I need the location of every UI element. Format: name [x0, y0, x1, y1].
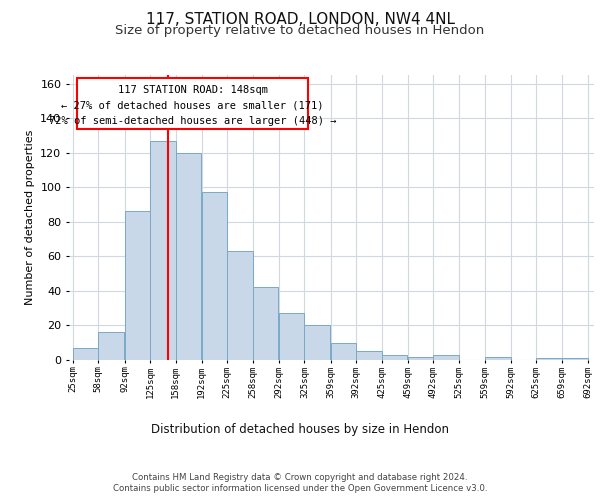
Bar: [202, 192, 227, 360]
Bar: [125, 212, 150, 360]
FancyBboxPatch shape: [77, 78, 308, 128]
Bar: [331, 342, 356, 360]
Bar: [304, 326, 330, 360]
Bar: [150, 140, 176, 360]
Bar: [485, 356, 511, 360]
Text: ← 27% of detached houses are smaller (171): ← 27% of detached houses are smaller (17…: [61, 101, 324, 111]
Text: 72% of semi-detached houses are larger (448) →: 72% of semi-detached houses are larger (…: [49, 116, 336, 126]
Bar: [408, 356, 433, 360]
Bar: [536, 358, 562, 360]
Bar: [98, 332, 124, 360]
Text: Size of property relative to detached houses in Hendon: Size of property relative to detached ho…: [115, 24, 485, 37]
Y-axis label: Number of detached properties: Number of detached properties: [25, 130, 35, 305]
Text: Contains HM Land Registry data © Crown copyright and database right 2024.: Contains HM Land Registry data © Crown c…: [132, 472, 468, 482]
Text: 117 STATION ROAD: 148sqm: 117 STATION ROAD: 148sqm: [118, 86, 268, 96]
Bar: [356, 352, 382, 360]
Bar: [433, 355, 459, 360]
Bar: [562, 358, 588, 360]
Text: 117, STATION ROAD, LONDON, NW4 4NL: 117, STATION ROAD, LONDON, NW4 4NL: [146, 12, 455, 28]
Bar: [176, 152, 201, 360]
Bar: [382, 355, 407, 360]
Bar: [73, 348, 98, 360]
Bar: [279, 314, 304, 360]
Text: Distribution of detached houses by size in Hendon: Distribution of detached houses by size …: [151, 422, 449, 436]
Text: Contains public sector information licensed under the Open Government Licence v3: Contains public sector information licen…: [113, 484, 487, 493]
Bar: [253, 288, 278, 360]
Bar: [227, 251, 253, 360]
